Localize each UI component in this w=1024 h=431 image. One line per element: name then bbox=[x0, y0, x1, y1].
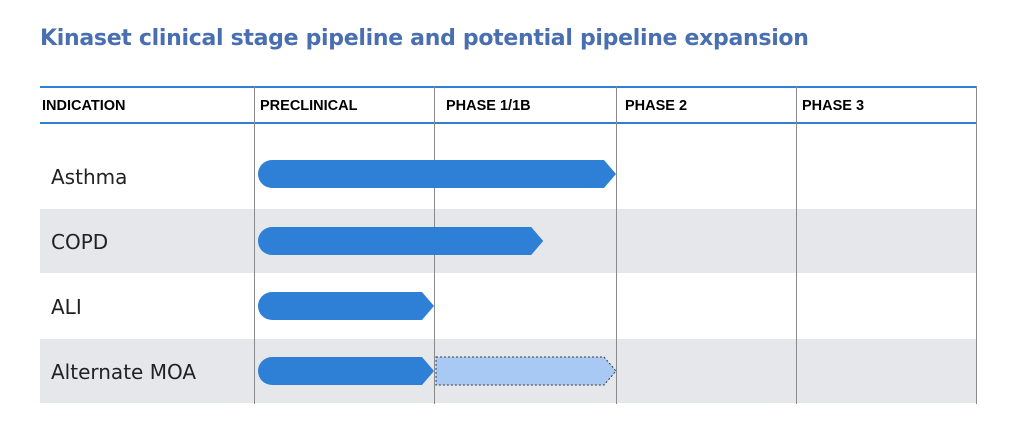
column-header-preclinical: PRECLINICAL bbox=[260, 98, 358, 114]
row-label: ALI bbox=[51, 295, 82, 319]
stage-progress-bar bbox=[258, 227, 544, 255]
column-header-phase-1: PHASE 1/1B bbox=[446, 98, 531, 114]
pipeline-table: INDICATION PRECLINICAL PHASE 1/1B PHASE … bbox=[40, 86, 977, 404]
column-divider bbox=[976, 86, 977, 404]
table-row: Alternate MOA bbox=[40, 339, 977, 403]
stage-progress-bar bbox=[258, 160, 616, 188]
header-top-rule bbox=[40, 86, 977, 88]
column-header-phase-3: PHASE 3 bbox=[802, 98, 865, 114]
stage-progress-bar bbox=[258, 357, 434, 385]
page-title: Kinaset clinical stage pipeline and pote… bbox=[40, 26, 809, 51]
table-row: ALI bbox=[40, 274, 977, 338]
column-header-phase-2: PHASE 2 bbox=[625, 98, 688, 114]
column-divider bbox=[254, 86, 255, 404]
header-bottom-rule bbox=[40, 122, 977, 124]
stage-progress-bar bbox=[258, 292, 434, 320]
row-label: COPD bbox=[51, 230, 109, 254]
planned-stage-bar bbox=[435, 356, 617, 386]
column-header-indication: INDICATION bbox=[42, 98, 126, 114]
column-divider bbox=[616, 86, 617, 404]
row-label: Asthma bbox=[51, 165, 128, 189]
table-header: INDICATION PRECLINICAL PHASE 1/1B PHASE … bbox=[40, 88, 977, 122]
row-label: Alternate MOA bbox=[51, 360, 197, 384]
column-divider bbox=[796, 86, 797, 404]
table-row: Asthma bbox=[40, 144, 977, 208]
pipeline-bars bbox=[258, 160, 617, 386]
